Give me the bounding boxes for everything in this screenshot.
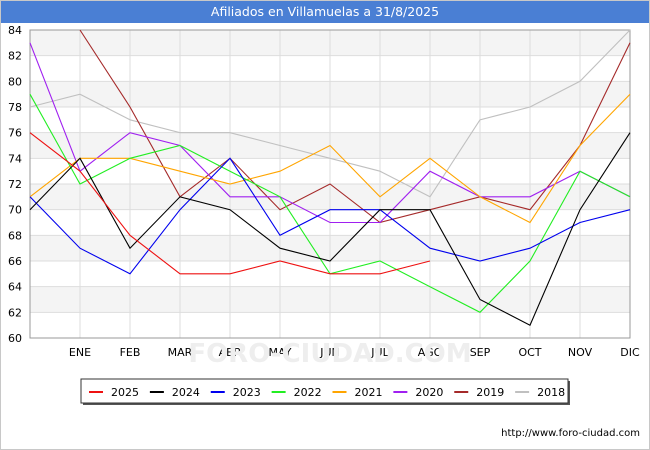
legend-label-2022: 2022 — [294, 386, 322, 399]
y-tick-label: 72 — [8, 178, 22, 191]
x-tick-label: FEB — [120, 346, 141, 359]
y-tick-label: 82 — [8, 50, 22, 63]
series-line-2020 — [29, 42, 631, 224]
x-tick-label: MAR — [168, 346, 193, 359]
y-tick-label: 78 — [8, 101, 22, 114]
legend-label-2019: 2019 — [476, 386, 504, 399]
legend-label-2024: 2024 — [172, 386, 200, 399]
x-tick-label: JUL — [370, 346, 389, 359]
y-tick-label: 66 — [8, 255, 22, 268]
watermark: FORO-CIUDAD.COM — [188, 339, 471, 369]
y-tick-label: 62 — [8, 306, 22, 319]
x-tick-label: AGO — [418, 346, 443, 359]
series-line-2019 — [79, 29, 631, 224]
y-tick-label: 64 — [8, 281, 22, 294]
y-tick-label: 74 — [8, 152, 22, 165]
series-line-2018 — [29, 29, 631, 198]
x-tick-label: SEP — [470, 346, 491, 359]
y-tick-label: 70 — [8, 204, 22, 217]
legend-label-2021: 2021 — [355, 386, 383, 399]
x-tick-label: DIC — [620, 346, 640, 359]
series-line-2023 — [29, 157, 631, 275]
y-tick-label: 76 — [8, 127, 22, 140]
y-tick-label: 68 — [8, 229, 22, 242]
series-line-2025 — [29, 132, 431, 275]
series-line-2024 — [29, 132, 631, 326]
x-tick-label: ABR — [219, 346, 242, 359]
x-tick-label: NOV — [568, 346, 593, 359]
plot-area — [29, 29, 631, 339]
x-tick-label: ENE — [69, 346, 91, 359]
legend-label-2025: 2025 — [111, 386, 139, 399]
y-tick-label: 84 — [8, 24, 22, 37]
chart-title: Afiliados en Villamuelas a 31/8/2025 — [1, 1, 649, 23]
x-tick-label: MAY — [269, 346, 292, 359]
legend-label-2020: 2020 — [415, 386, 443, 399]
x-tick-label: OCT — [518, 346, 541, 359]
legend-label-2018: 2018 — [537, 386, 565, 399]
y-tick-label: 60 — [8, 332, 22, 345]
x-tick-label: JUN — [319, 346, 340, 359]
source-url[interactable]: http://www.foro-ciudad.com — [501, 428, 640, 439]
y-tick-label: 80 — [8, 75, 22, 88]
legend-label-2023: 2023 — [233, 386, 261, 399]
